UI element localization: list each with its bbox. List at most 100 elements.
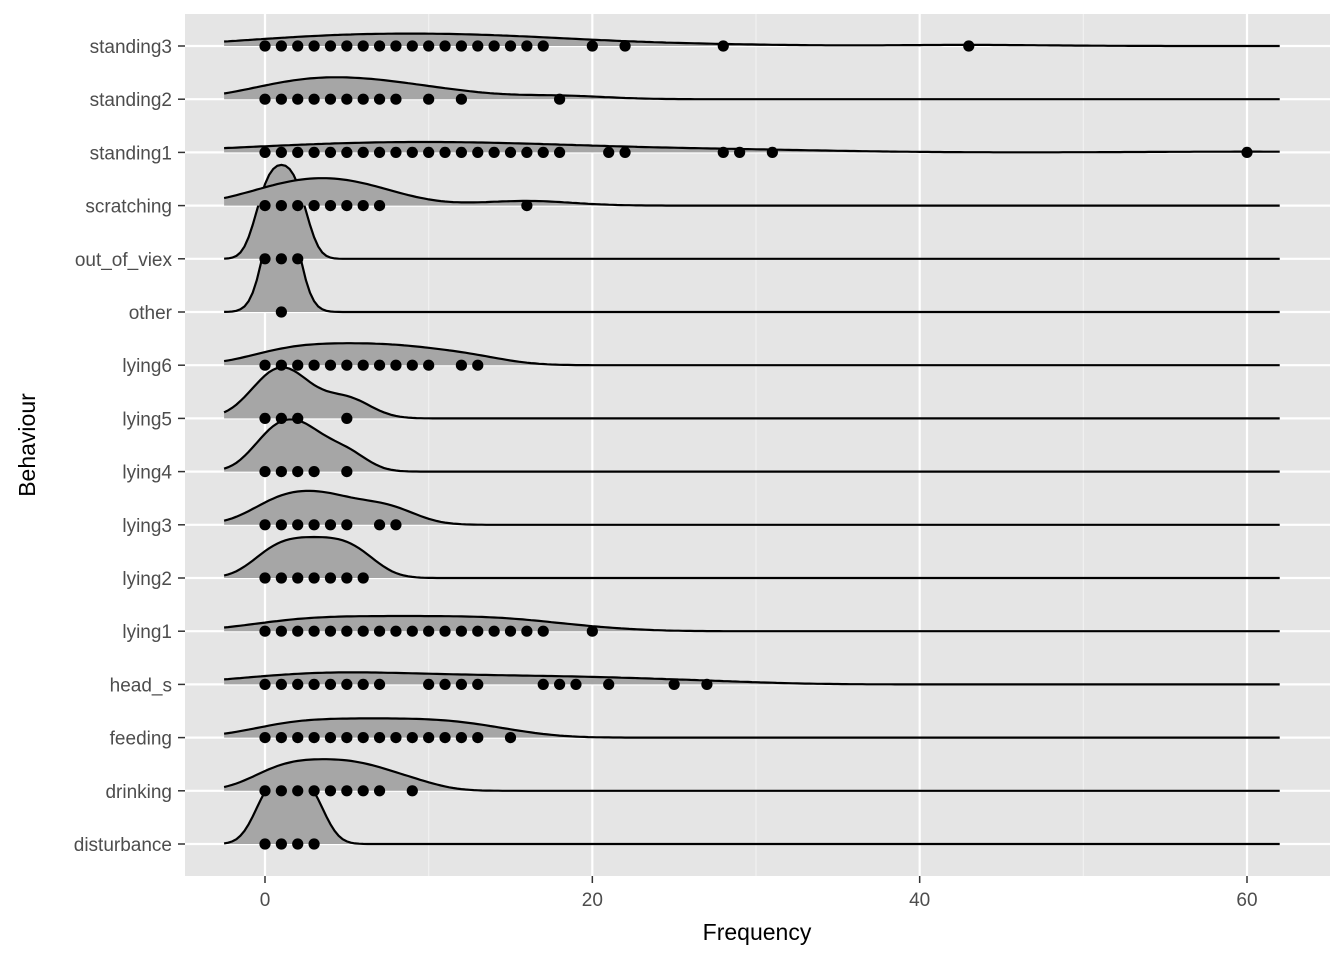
point-lying2 xyxy=(324,572,337,584)
ridge-line-lying2 xyxy=(223,535,1280,580)
point-lying3 xyxy=(390,519,402,531)
ridge-area-lying5 xyxy=(224,367,1280,419)
point-lying6 xyxy=(472,359,484,371)
point-standing1 xyxy=(259,146,271,158)
point-head_s xyxy=(423,678,435,691)
axes: disturbance drinking feeding head_s lying1 ly… xyxy=(74,37,1258,911)
point-standing1 xyxy=(766,146,778,158)
point-standing1 xyxy=(488,146,500,158)
point-standing2 xyxy=(308,93,320,105)
point-lying3 xyxy=(292,519,304,531)
point-disturbance xyxy=(275,838,287,850)
point-lying2 xyxy=(275,572,287,584)
data-points xyxy=(259,40,1253,850)
point-standing3 xyxy=(717,40,729,52)
point-scratching xyxy=(308,200,320,212)
point-lying1 xyxy=(324,625,337,637)
point-lying3 xyxy=(308,519,320,531)
point-feeding xyxy=(455,732,467,744)
ridge-area-standing1 xyxy=(224,142,1280,153)
ridge-area-lying4 xyxy=(224,419,1280,472)
point-lying1 xyxy=(488,625,500,637)
y-tick-label: lying4 xyxy=(122,463,172,484)
point-lying2 xyxy=(308,572,320,584)
ridge-line-standing3 xyxy=(224,32,1280,48)
point-drinking xyxy=(324,785,337,797)
point-lying1 xyxy=(455,625,467,637)
point-feeding xyxy=(357,732,369,744)
y-tick-label: standing3 xyxy=(90,37,172,58)
point-standing2 xyxy=(292,93,304,105)
y-axis-title: Behaviour xyxy=(14,393,40,497)
point-lying1 xyxy=(292,625,304,637)
point-standing1 xyxy=(406,146,418,158)
point-lying2 xyxy=(357,572,369,584)
point-drinking xyxy=(373,785,386,797)
y-tick-label: head_s xyxy=(110,675,172,696)
point-lying6 xyxy=(275,359,287,371)
point-head_s xyxy=(373,678,386,691)
point-lying5 xyxy=(292,412,304,424)
point-feeding xyxy=(472,732,484,744)
point-scratching xyxy=(373,200,386,212)
ridge-line-lying6 xyxy=(223,342,1280,367)
point-head_s xyxy=(324,678,337,691)
point-standing3 xyxy=(275,40,287,52)
point-standing1 xyxy=(504,146,517,158)
point-feeding xyxy=(406,732,418,744)
point-standing3 xyxy=(324,40,337,52)
point-lying1 xyxy=(504,625,517,637)
point-lying3 xyxy=(373,519,386,531)
point-lying1 xyxy=(439,625,451,637)
point-other xyxy=(275,306,287,318)
point-standing3 xyxy=(504,40,517,52)
ridge-line-out_of_viex xyxy=(224,163,1280,260)
point-lying5 xyxy=(275,412,287,424)
point-standing1 xyxy=(324,146,337,158)
point-lying2 xyxy=(292,572,304,584)
ridge-line-head_s xyxy=(224,671,1280,686)
y-tick-label: lying1 xyxy=(122,622,172,643)
point-drinking xyxy=(259,785,271,797)
point-standing3 xyxy=(373,40,386,52)
ridges xyxy=(223,32,1280,846)
y-tick-label: standing1 xyxy=(90,143,172,164)
point-head_s xyxy=(275,678,287,691)
point-drinking xyxy=(406,785,418,797)
point-head_s xyxy=(554,678,566,691)
ridge-area-lying6 xyxy=(224,343,1280,366)
point-standing2 xyxy=(275,93,287,105)
point-lying5 xyxy=(341,412,353,424)
point-standing2 xyxy=(259,93,271,105)
point-out_of_viex xyxy=(292,253,304,265)
point-out_of_viex xyxy=(275,253,287,265)
point-standing1 xyxy=(472,146,484,158)
point-out_of_viex xyxy=(259,253,271,265)
point-standing3 xyxy=(521,40,533,52)
point-disturbance xyxy=(292,838,304,850)
point-feeding xyxy=(390,732,402,744)
point-standing1 xyxy=(341,146,353,158)
point-drinking xyxy=(308,785,320,797)
y-tick-label: standing2 xyxy=(90,90,172,111)
point-lying4 xyxy=(341,466,353,478)
point-standing1 xyxy=(537,146,549,158)
point-drinking xyxy=(292,785,304,797)
point-scratching xyxy=(275,200,287,212)
point-head_s xyxy=(668,678,680,691)
point-head_s xyxy=(308,678,320,691)
point-standing1 xyxy=(292,146,304,158)
ridge-line-lying3 xyxy=(223,489,1280,526)
ridge-line-standing2 xyxy=(223,76,1280,101)
point-feeding xyxy=(341,732,353,744)
point-lying2 xyxy=(259,572,271,584)
point-standing3 xyxy=(619,40,631,52)
x-tick-label: 40 xyxy=(909,890,930,911)
y-tick-label: lying3 xyxy=(122,516,172,537)
point-scratching xyxy=(521,200,533,212)
point-feeding xyxy=(423,732,435,744)
ridge-area-lying1 xyxy=(224,616,1280,632)
point-lying6 xyxy=(455,359,467,371)
